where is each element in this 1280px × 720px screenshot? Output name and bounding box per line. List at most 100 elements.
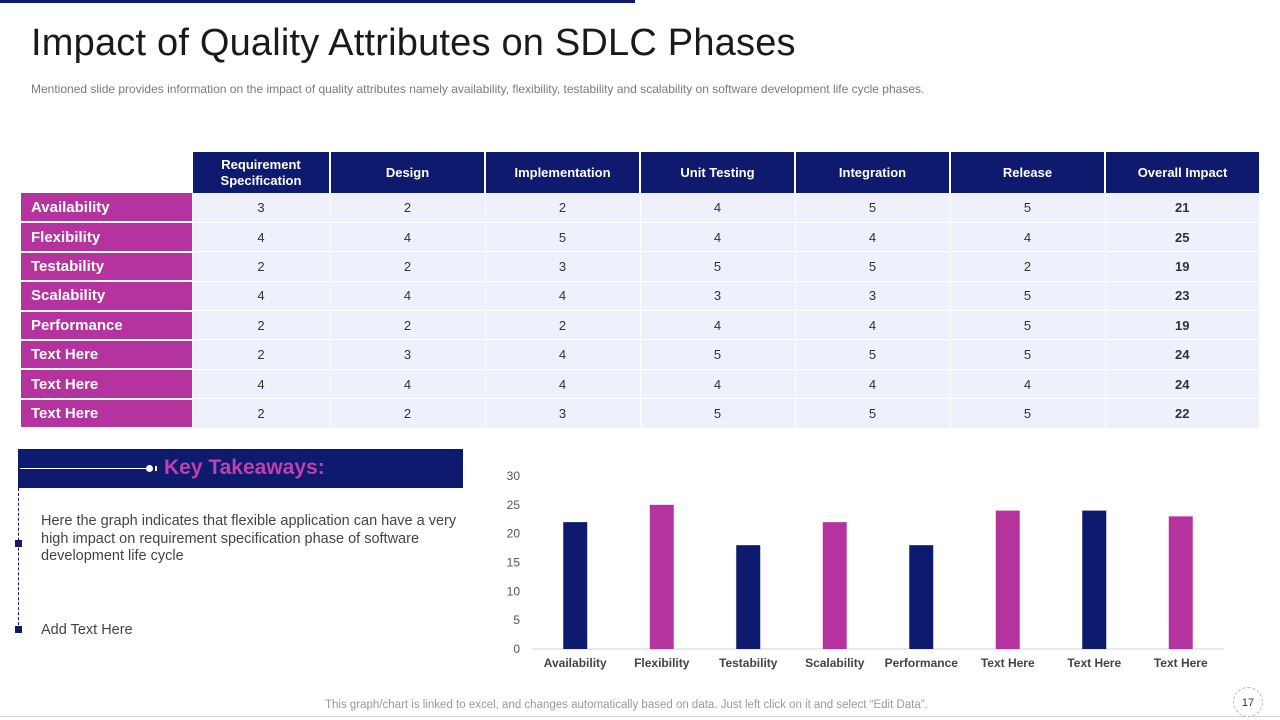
column-header: Overall Impact	[1104, 152, 1259, 193]
row-label: Text Here	[21, 339, 192, 371]
row-label: Flexibility	[21, 222, 192, 253]
takeaway-point-2: Add Text Here	[41, 622, 133, 638]
key-takeaways-heading: Key Takeaways:	[164, 456, 325, 479]
score-cell: 5	[949, 193, 1105, 223]
overall-impact-cell: 25	[1104, 222, 1259, 253]
table-row: Performance 2 2 2 4 4 5 19	[21, 310, 1259, 341]
score-cell: 2	[191, 251, 330, 282]
score-cell: 2	[484, 310, 640, 341]
x-tick-label: Text Here	[1154, 656, 1208, 670]
footer-note: This graph/chart is linked to excel, and…	[325, 699, 928, 711]
score-cell: 4	[329, 281, 485, 312]
score-cell: 4	[794, 369, 950, 400]
score-cell: 5	[949, 310, 1105, 341]
score-cell: 4	[329, 369, 485, 400]
column-header: Integration	[794, 152, 950, 193]
score-cell: 2	[329, 193, 485, 223]
overall-impact-cell: 21	[1104, 193, 1259, 223]
y-tick-label: 0	[513, 642, 520, 656]
y-tick-label: 30	[507, 469, 521, 483]
score-cell: 5	[949, 339, 1105, 370]
score-cell: 3	[484, 251, 640, 282]
score-cell: 4	[639, 193, 795, 223]
score-cell: 2	[191, 398, 330, 429]
score-cell: 5	[794, 339, 950, 370]
score-cell: 5	[949, 398, 1105, 429]
banner-line	[20, 468, 146, 469]
score-cell: 4	[191, 281, 330, 312]
takeaways-timeline	[18, 488, 19, 630]
bar[interactable]	[1082, 510, 1107, 649]
row-label: Text Here	[21, 398, 192, 430]
bar[interactable]	[995, 510, 1020, 649]
score-cell: 5	[639, 251, 795, 282]
table-row: Availability 3 2 2 4 5 5 21	[21, 193, 1259, 224]
score-cell: 2	[191, 339, 330, 370]
overall-impact-cell: 22	[1104, 398, 1259, 429]
bar[interactable]	[1168, 516, 1193, 649]
bar[interactable]	[822, 522, 847, 649]
y-tick-label: 10	[507, 584, 521, 598]
score-cell: 4	[484, 281, 640, 312]
score-cell: 2	[329, 251, 485, 282]
y-tick-label: 15	[507, 556, 521, 570]
overall-impact-cell: 19	[1104, 310, 1259, 341]
row-label: Testability	[21, 251, 192, 283]
score-cell: 5	[639, 339, 795, 370]
overall-impact-cell: 24	[1104, 369, 1259, 400]
impact-table: Requirement Specification Design Implement…	[21, 152, 1259, 430]
overall-impact-cell: 19	[1104, 251, 1259, 282]
table-corner-blank	[21, 152, 192, 193]
score-cell: 5	[794, 193, 950, 223]
table-row: Text Here 4 4 4 4 4 4 24	[21, 369, 1259, 400]
score-cell: 5	[949, 281, 1105, 312]
score-cell: 4	[949, 369, 1105, 400]
x-tick-label: Testability	[719, 656, 778, 670]
page-number: 17	[1233, 687, 1263, 717]
x-tick-label: Text Here	[981, 656, 1035, 670]
score-cell: 5	[639, 398, 795, 429]
x-tick-label: Text Here	[1067, 656, 1121, 670]
y-tick-label: 25	[507, 498, 521, 512]
y-tick-label: 5	[513, 613, 520, 627]
score-cell: 2	[329, 398, 485, 429]
row-label: Performance	[21, 310, 192, 341]
overall-impact-cell: 24	[1104, 339, 1259, 370]
score-cell: 2	[191, 310, 330, 341]
table-row: Text Here 2 2 3 5 5 5 22	[21, 398, 1259, 430]
impact-bar-chart[interactable]: 0 5 10 15 20 25 30 Availability Flexibility Testa…	[490, 462, 1240, 682]
slide-subtitle: Mentioned slide provides information on …	[31, 82, 925, 96]
score-cell: 5	[794, 398, 950, 429]
score-cell: 4	[949, 222, 1105, 253]
score-cell: 3	[484, 398, 640, 429]
bar[interactable]	[736, 545, 761, 649]
table-row: Testability 2 2 3 5 5 2 19	[21, 251, 1259, 283]
score-cell: 4	[484, 339, 640, 370]
score-cell: 4	[639, 222, 795, 253]
banner-dot	[146, 465, 153, 472]
bottom-rule	[0, 716, 1280, 717]
top-accent-bar	[0, 0, 635, 3]
bullet-square-2	[15, 626, 22, 633]
x-tick-label: Scalability	[805, 656, 865, 670]
row-label: Scalability	[21, 281, 192, 312]
score-cell: 4	[639, 369, 795, 400]
column-header: Implementation	[484, 152, 640, 193]
row-label: Availability	[21, 193, 192, 224]
bar[interactable]	[909, 545, 934, 649]
bar[interactable]	[649, 504, 674, 649]
slide-title: Impact of Quality Attributes on SDLC Pha…	[31, 22, 796, 64]
table-row: Flexibility 4 4 5 4 4 4 25	[21, 222, 1259, 253]
table-row: Text Here 2 3 4 5 5 5 24	[21, 339, 1259, 371]
x-tick-label: Performance	[885, 656, 959, 670]
bar[interactable]	[563, 522, 588, 649]
score-cell: 4	[639, 310, 795, 341]
x-tick-label: Flexibility	[634, 656, 690, 670]
score-cell: 4	[794, 222, 950, 253]
y-tick-label: 20	[507, 527, 521, 541]
bullet-square-1	[15, 540, 22, 547]
score-cell: 3	[639, 281, 795, 312]
score-cell: 4	[794, 310, 950, 341]
column-header: Release	[949, 152, 1105, 193]
column-header: Design	[329, 152, 485, 193]
